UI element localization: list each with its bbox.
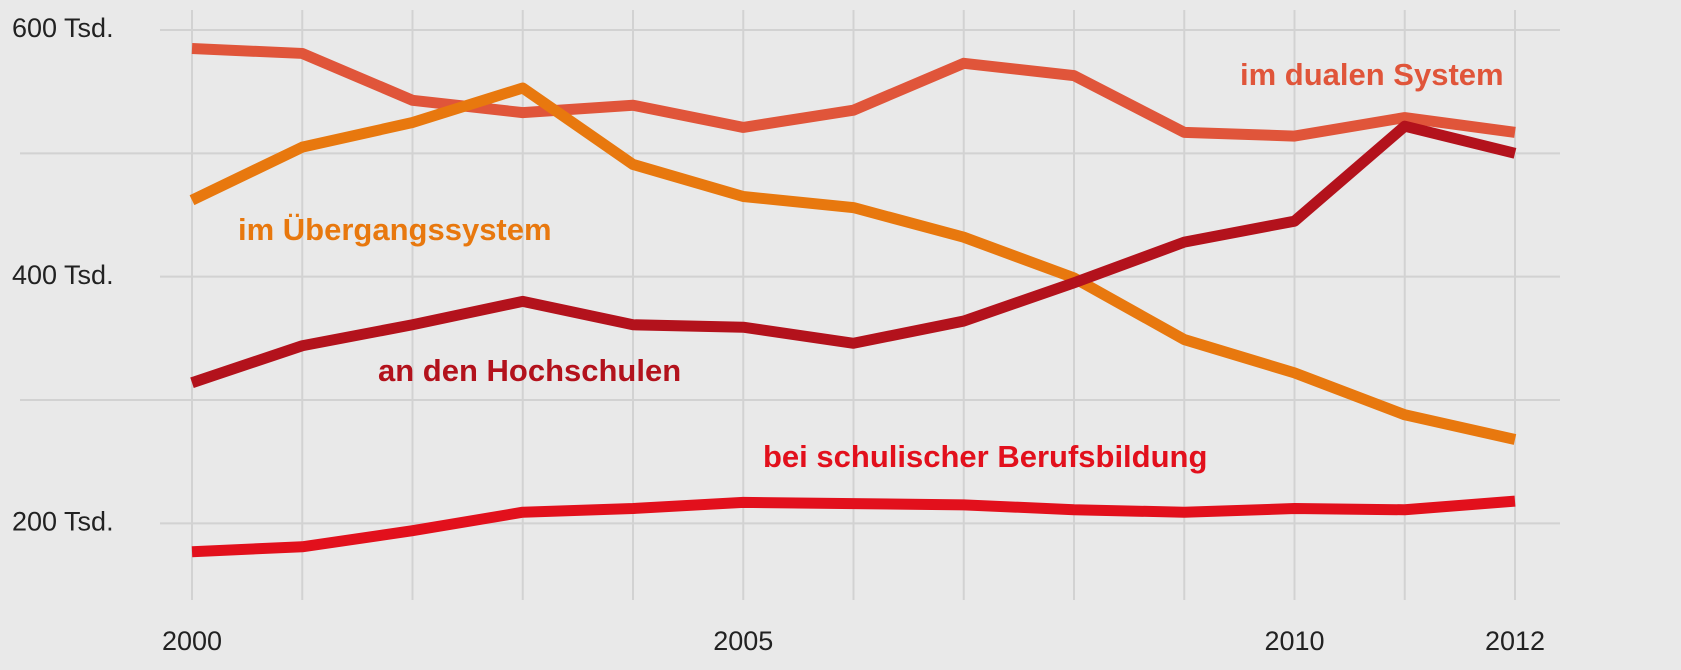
series-line: [189, 82, 1517, 445]
x-tick-label: 2005: [713, 626, 773, 656]
series-label: im Übergangssystem: [238, 212, 552, 247]
y-tick-label: 200 Tsd.: [12, 506, 114, 536]
y-tick-label: 600 Tsd.: [12, 13, 114, 43]
x-tick-label: 2000: [162, 626, 222, 656]
series-line: [190, 120, 1517, 388]
series-line: [191, 43, 1516, 142]
x-tick-label: 2010: [1264, 626, 1324, 656]
x-tick-label: 2012: [1485, 626, 1545, 656]
series-label: im dualen System: [1240, 57, 1504, 92]
y-tick-label: 400 Tsd.: [12, 260, 114, 290]
series-line: [191, 495, 1516, 558]
series-label: bei schulischer Berufsbildung: [763, 439, 1207, 474]
series-label: an den Hochschulen: [378, 353, 681, 388]
